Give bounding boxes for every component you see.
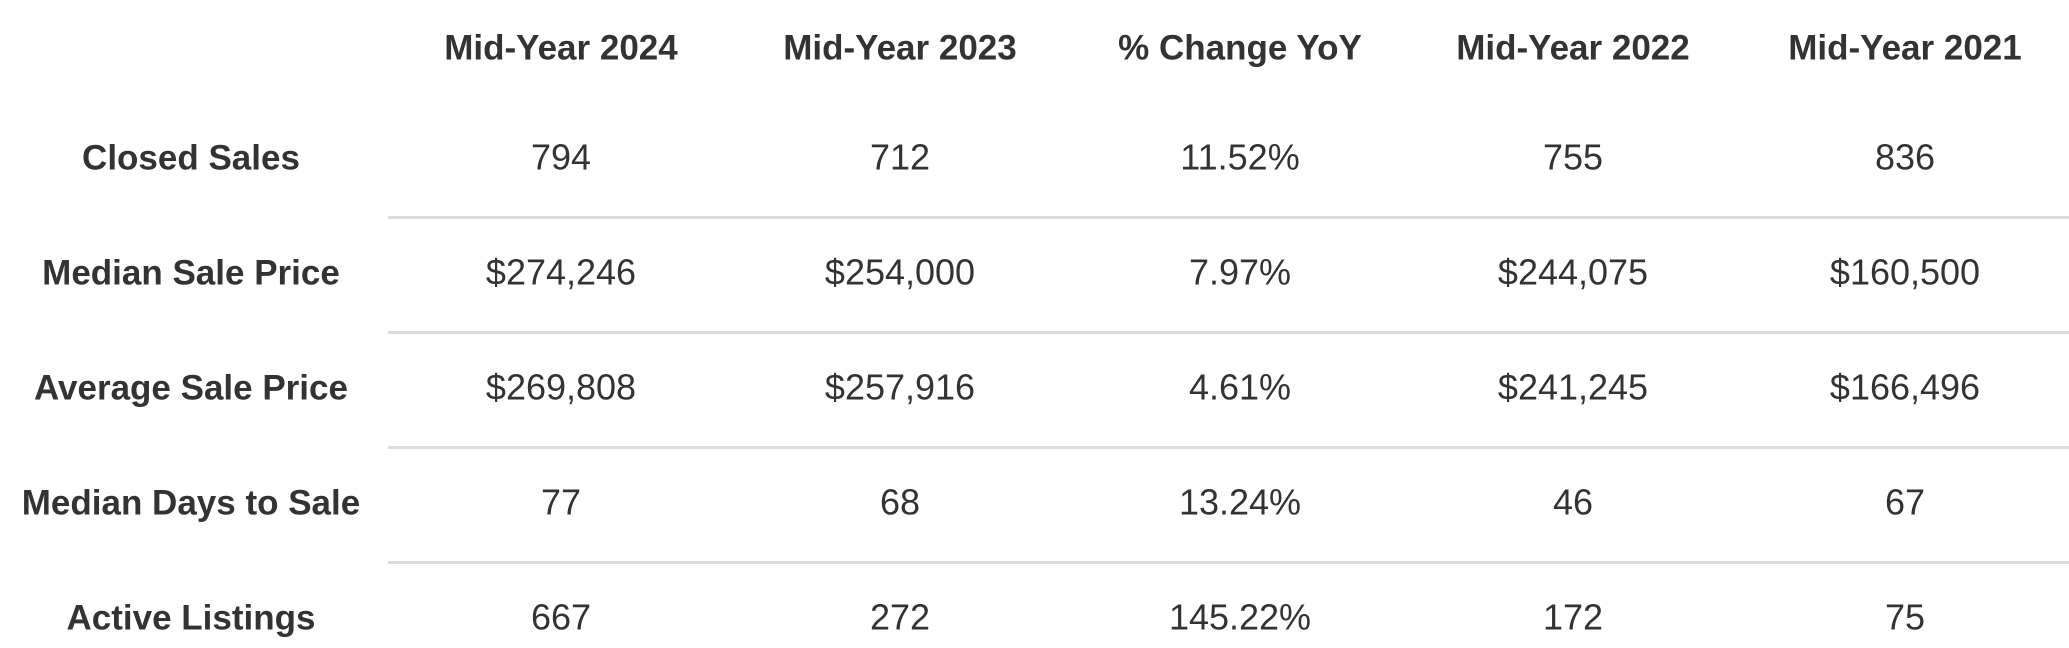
cell: 11.52% [1180,137,1299,178]
cell: 712 [870,137,930,178]
cell: 172 [1543,597,1603,638]
cell: 836 [1875,137,1935,178]
row-label: Median Sale Price [42,253,340,292]
cell: $160,500 [1830,252,1980,293]
cell: 4.61% [1189,367,1291,408]
column-header: Mid-Year 2024 [444,28,678,67]
cell: 67 [1885,482,1925,523]
row-label: Active Listings [67,598,316,637]
cell: $244,075 [1498,252,1648,293]
cell: 145.22% [1169,597,1311,638]
cell: $166,496 [1830,367,1980,408]
cell: $274,246 [486,252,636,293]
row-label: Median Days to Sale [22,483,360,522]
cell: $254,000 [825,252,975,293]
cell: 755 [1543,137,1603,178]
cell: 667 [531,597,591,638]
column-header: Mid-Year 2021 [1788,28,2021,67]
cell: 13.24% [1179,482,1301,523]
cell: 77 [541,482,581,523]
column-header: Mid-Year 2022 [1456,28,1689,67]
row-label: Closed Sales [82,138,300,177]
column-header: Mid-Year 2023 [783,28,1016,67]
cell: $269,808 [486,367,636,408]
cell: $257,916 [825,367,975,408]
cell: 7.97% [1189,252,1291,293]
column-header: % Change YoY [1118,28,1362,67]
cell: 46 [1553,482,1593,523]
cell: $241,245 [1498,367,1648,408]
cell: 272 [870,597,930,638]
row-label: Average Sale Price [34,368,348,407]
cell: 68 [880,482,920,523]
cell: 794 [531,137,591,178]
cell: 75 [1885,597,1925,638]
